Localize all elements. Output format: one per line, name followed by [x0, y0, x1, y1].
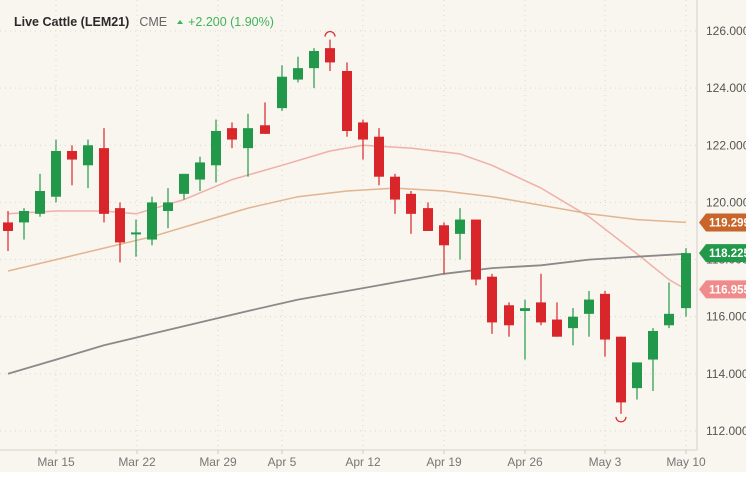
- candle-down[interactable]: [487, 273, 497, 334]
- candle-down[interactable]: [600, 290, 610, 357]
- candle-down[interactable]: [99, 128, 109, 223]
- y-axis-label: 112.000: [706, 424, 746, 438]
- low-marker-icon: [615, 416, 627, 423]
- candle-up[interactable]: [211, 119, 221, 183]
- candle-up[interactable]: [632, 362, 642, 400]
- x-axis-label: May 10: [666, 455, 706, 469]
- candle-down[interactable]: [406, 190, 416, 234]
- candle-up[interactable]: [664, 282, 674, 329]
- ma-short-tag: 116.955: [699, 280, 746, 299]
- candlestick-chart[interactable]: 126.000124.000122.000120.000118.000116.0…: [0, 0, 746, 472]
- x-axis-label: Apr 5: [268, 455, 297, 469]
- candle-down[interactable]: [552, 302, 562, 337]
- candle-up[interactable]: [648, 328, 658, 391]
- candle-up[interactable]: [243, 113, 253, 177]
- svg-text:116.955: 116.955: [709, 284, 746, 296]
- candle-up[interactable]: [131, 219, 141, 257]
- candle-down[interactable]: [3, 210, 13, 251]
- price-change: +2.200 (1.90%): [177, 15, 274, 29]
- y-axis-label: 114.000: [706, 367, 746, 381]
- x-axis-label: Mar 15: [37, 455, 75, 469]
- candle-up[interactable]: [51, 139, 61, 203]
- candle-up[interactable]: [309, 48, 319, 89]
- y-axis-label: 122.000: [706, 138, 746, 152]
- instrument-title: Live Cattle (LEM21): [14, 15, 130, 29]
- x-axis-label: Apr 19: [426, 455, 462, 469]
- ma-mid-tag: 119.299: [699, 213, 746, 232]
- x-axis-label: May 3: [589, 455, 622, 469]
- y-axis-label: 116.000: [706, 310, 746, 324]
- candle-up[interactable]: [568, 308, 578, 346]
- x-axis-label: Apr 26: [507, 455, 543, 469]
- candle-down[interactable]: [358, 119, 368, 160]
- candle-up[interactable]: [35, 173, 45, 217]
- chart-panel: Live Cattle (LEM21) CME +2.200 (1.90%) 1…: [0, 0, 746, 472]
- y-axis-label: 124.000: [706, 81, 746, 95]
- candle-down[interactable]: [616, 336, 626, 414]
- candle-down[interactable]: [471, 219, 481, 286]
- candle-down[interactable]: [115, 202, 125, 263]
- svg-text:118.225: 118.225: [709, 248, 746, 260]
- candle-up[interactable]: [293, 56, 303, 83]
- candle-down[interactable]: [504, 302, 514, 337]
- candle-up[interactable]: [277, 65, 287, 111]
- ma-short-line: [7, 144, 687, 291]
- candle-down[interactable]: [423, 202, 433, 231]
- candle-up[interactable]: [584, 290, 594, 337]
- candle-down[interactable]: [342, 62, 352, 137]
- candle-down[interactable]: [325, 39, 335, 71]
- candle-down[interactable]: [260, 102, 270, 134]
- x-axis-label: Apr 12: [345, 455, 381, 469]
- x-axis-label: Mar 22: [118, 455, 156, 469]
- candle-up[interactable]: [163, 188, 173, 229]
- candle-down[interactable]: [227, 122, 237, 149]
- candle-down[interactable]: [536, 273, 546, 326]
- ma-mid-line: [7, 187, 687, 272]
- candle-down[interactable]: [390, 173, 400, 214]
- ma-long-line: [7, 252, 687, 375]
- candle-up[interactable]: [83, 139, 93, 189]
- chart-header: Live Cattle (LEM21) CME +2.200 (1.90%): [14, 14, 274, 30]
- candle-up[interactable]: [195, 156, 205, 191]
- candle-up[interactable]: [147, 196, 157, 246]
- candle-up[interactable]: [681, 248, 691, 317]
- x-axis-label: Mar 29: [199, 455, 237, 469]
- candle-up[interactable]: [19, 208, 29, 240]
- svg-text:119.299: 119.299: [709, 217, 746, 229]
- candle-down[interactable]: [439, 222, 449, 274]
- y-axis-label: 126.000: [706, 24, 746, 38]
- high-marker-icon: [324, 31, 336, 37]
- candle-down[interactable]: [67, 145, 77, 186]
- triangle-up-icon: [177, 20, 184, 24]
- y-axis-label: 120.000: [706, 195, 746, 209]
- price-change-value: +2.200 (1.90%): [188, 15, 274, 29]
- candle-up[interactable]: [455, 208, 465, 260]
- candle-up[interactable]: [179, 173, 189, 200]
- candle-up[interactable]: [520, 299, 530, 360]
- last-price-tag: 118.225: [699, 244, 746, 263]
- exchange-label: CME: [139, 15, 168, 29]
- candle-down[interactable]: [374, 128, 384, 186]
